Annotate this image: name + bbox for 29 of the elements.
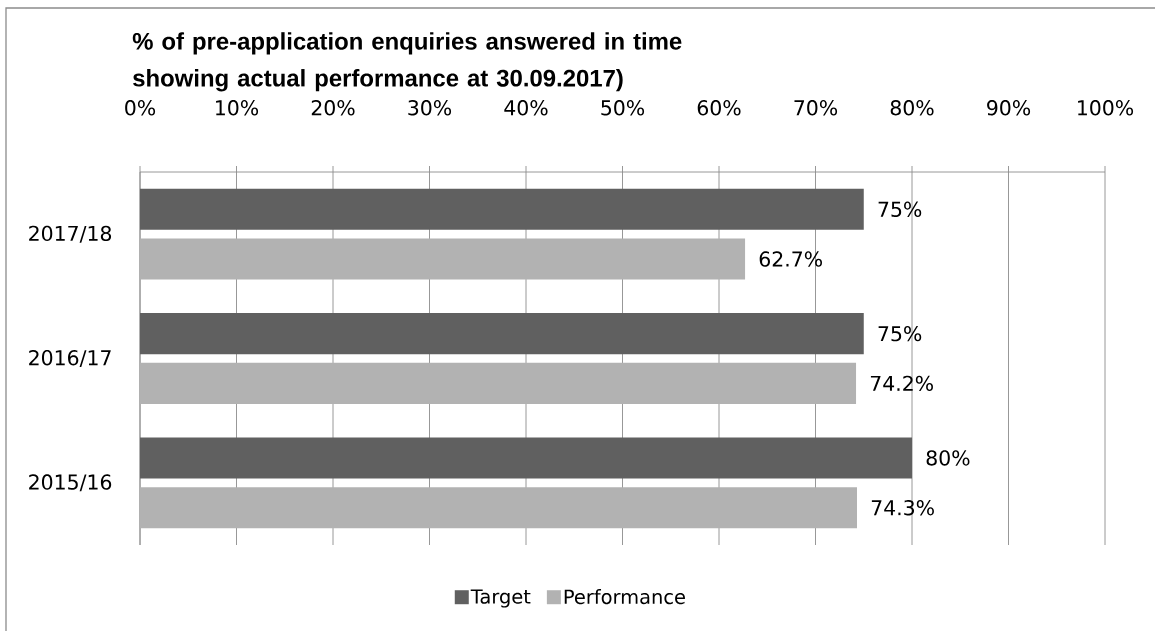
- chart-title: % of pre-application enquiries answered in time showing actual performance at 30.09.2017): [132, 32, 682, 92]
- data-label: 80%: [926, 450, 970, 466]
- bar: [140, 188, 864, 230]
- data-label: 75%: [878, 325, 922, 342]
- data-label: 74.3%: [871, 499, 934, 516]
- x-tick-label: 50%: [601, 100, 645, 116]
- bar: [140, 487, 857, 529]
- x-tick-label: 60%: [697, 100, 741, 116]
- data-label: 62.7%: [759, 251, 823, 267]
- bar: [140, 437, 913, 479]
- y-tick-label: 2016/17: [29, 349, 111, 368]
- x-tick-label: 20%: [311, 100, 355, 116]
- x-tick-label: 80%: [890, 100, 934, 116]
- x-tick-label: 30%: [408, 100, 452, 116]
- x-tick-label: 40%: [504, 100, 548, 116]
- x-tick-label: 0%: [125, 100, 156, 116]
- x-tick-label: 90%: [987, 100, 1031, 116]
- x-tick-label: 10%: [216, 100, 259, 116]
- bar: [140, 238, 746, 280]
- x-tick-label: 100%: [1078, 100, 1134, 116]
- bar: [140, 313, 864, 355]
- x-tick-label: 70%: [794, 100, 838, 116]
- legend-label: Performance: [564, 589, 685, 605]
- legend-label: Target: [470, 589, 531, 608]
- y-tick-label: 2017/18: [29, 225, 112, 243]
- data-label: 74.2%: [870, 375, 933, 392]
- bar: [140, 362, 857, 404]
- y-tick-label: 2015/16: [29, 474, 112, 492]
- data-label: 75%: [878, 201, 922, 218]
